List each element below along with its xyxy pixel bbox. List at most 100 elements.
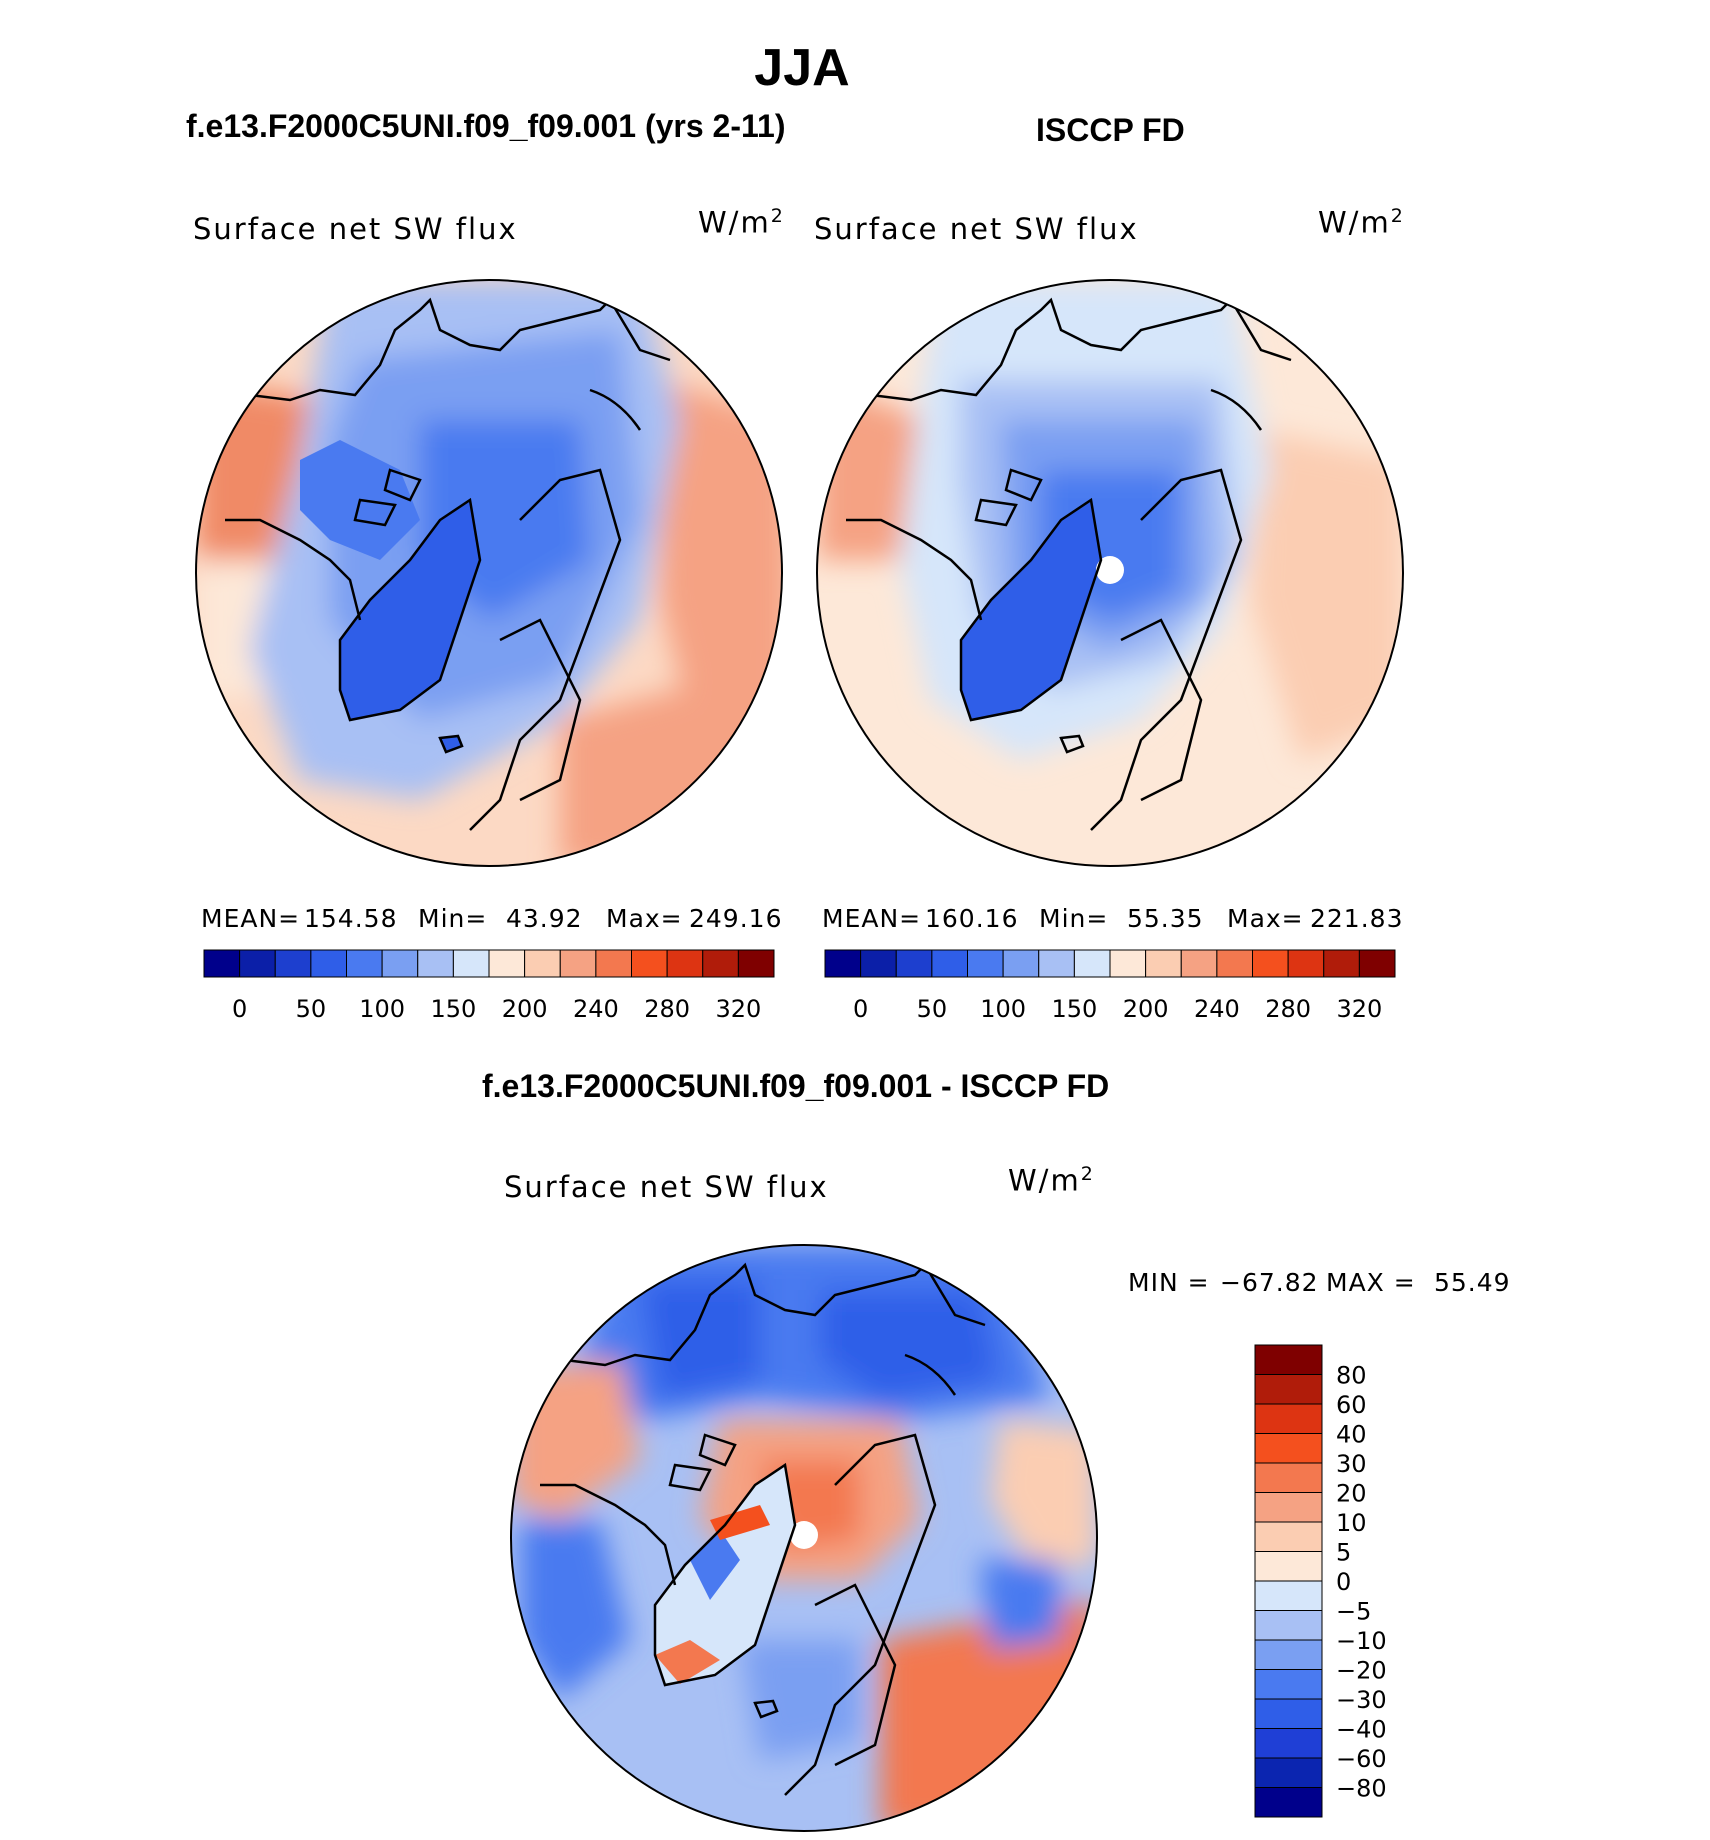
colorbar-diff-swatch	[1254, 1433, 1323, 1464]
colorbar-obs-tick-label: 0	[853, 995, 868, 1023]
colorbar-diff-swatch	[1254, 1639, 1323, 1670]
panel2-mean-label: MEAN=	[822, 904, 922, 933]
colorbar-obs-tick-label: 320	[1336, 995, 1382, 1023]
colorbar-model-swatch	[274, 949, 312, 978]
colorbar-obs-tick-label: 200	[1123, 995, 1169, 1023]
colorbar-diff-swatch	[1254, 1728, 1323, 1759]
colorbar-obs-swatch	[1180, 949, 1218, 978]
colorbar-model-tick-label: 150	[430, 995, 476, 1023]
colorbar-model-swatch	[310, 949, 347, 978]
colorbar-model-swatch	[524, 949, 561, 978]
colorbar-diff-tick-label: −20	[1336, 1657, 1387, 1685]
diff-title: f.e13.F2000C5UNI.f09_f09.001 - ISCCP FD	[482, 1068, 1110, 1104]
colorbar-model-swatch	[488, 949, 526, 978]
colorbar-diff-swatch	[1254, 1580, 1323, 1611]
colorbar-diff-tick-label: 20	[1336, 1480, 1367, 1508]
colorbar-obs-swatch	[1323, 949, 1360, 978]
diff-units: W/m2	[1008, 1163, 1095, 1198]
colorbar-obs-swatch	[1252, 949, 1289, 978]
diff-max-value: 55.49	[1434, 1268, 1511, 1297]
panel2-units: W/m2	[1318, 205, 1405, 240]
colorbar-obs-swatch	[931, 949, 968, 978]
colorbar-diff-swatch	[1254, 1787, 1323, 1818]
diff-variable-label: Surface net SW flux	[504, 1170, 829, 1204]
colorbar-diff-tick-label: −60	[1336, 1745, 1387, 1773]
map-model-field	[196, 280, 782, 866]
colorbar-model-swatch	[381, 949, 419, 978]
colorbar-diff-tick-label: −80	[1336, 1775, 1387, 1803]
colorbar-model: 0 50 100 150 200 240 280 320	[203, 949, 775, 1023]
colorbar-diff-swatch	[1254, 1757, 1323, 1788]
colorbar-obs-swatch	[967, 949, 1004, 978]
map-model-border	[195, 279, 783, 867]
colorbar-diff-swatch	[1254, 1521, 1323, 1552]
colorbar-diff-tick-label: −5	[1336, 1598, 1371, 1626]
map-diff-border	[510, 1244, 1098, 1832]
colorbar-obs-tick-label: 240	[1194, 995, 1240, 1023]
colorbar-obs-tick-label: 100	[980, 995, 1026, 1023]
panel2-max-value: 221.83	[1310, 904, 1404, 933]
colorbar-model-tick-label: 50	[296, 995, 327, 1023]
colorbar-obs-swatch	[1109, 949, 1147, 978]
panel2-max-label: Max=	[1227, 904, 1304, 933]
map-obs-field	[817, 280, 1403, 866]
panel2-min-value: 55.35	[1127, 904, 1204, 933]
colorbar-model-swatch	[239, 949, 276, 978]
diff-units-base: W/m	[1008, 1163, 1081, 1198]
colorbar-model-swatch	[559, 949, 597, 978]
colorbar-obs-tick-label: 280	[1265, 995, 1311, 1023]
colorbar-model-tick-label: 0	[232, 995, 247, 1023]
colorbar-diff-tick-label: −40	[1336, 1716, 1387, 1744]
colorbar-obs: 0 50 100 150 200 240 280 320	[824, 949, 1396, 1023]
colorbar-model-swatch	[631, 949, 668, 978]
diff-min-label: MIN =	[1128, 1268, 1210, 1297]
colorbar-model-swatch	[452, 949, 490, 978]
colorbar-obs-swatch	[860, 949, 897, 978]
colorbar-model-swatch	[203, 949, 241, 978]
colorbar-obs-swatch	[1073, 949, 1111, 978]
panel2-mean-value: 160.16	[925, 904, 1019, 933]
colorbar-model-swatch	[417, 949, 454, 978]
map-diff-coastlines	[540, 1262, 986, 1796]
colorbar-diff-swatch	[1254, 1492, 1323, 1523]
colorbar-obs-swatch	[1358, 949, 1396, 978]
diff-min-value: −67.82	[1220, 1268, 1319, 1297]
colorbar-diff-tick-label: −30	[1336, 1686, 1387, 1714]
colorbar-obs-tick-label: 50	[917, 995, 948, 1023]
colorbar-model-tick-label: 240	[573, 995, 619, 1023]
model-title: f.e13.F2000C5UNI.f09_f09.001 (yrs 2-11)	[186, 108, 786, 144]
colorbar-model-swatch	[737, 949, 775, 978]
colorbar-obs-tick-label: 150	[1051, 995, 1097, 1023]
colorbar-model-swatch	[666, 949, 704, 978]
panel1-mean-label: MEAN=	[201, 904, 301, 933]
panel2-min-label: Min=	[1039, 904, 1109, 933]
colorbar-diff-tick-label: 80	[1336, 1362, 1367, 1390]
colorbar-model-swatch	[702, 949, 739, 978]
colorbar-model-tick-label: 280	[644, 995, 690, 1023]
colorbar-obs-swatch	[824, 949, 862, 978]
colorbar-diff-tick-label: 0	[1336, 1568, 1351, 1596]
map-obs-coastlines	[846, 297, 1292, 831]
colorbar-diff-tick-label: 5	[1336, 1539, 1351, 1567]
panel1-min-label: Min=	[418, 904, 488, 933]
colorbar-model-tick-label: 100	[359, 995, 405, 1023]
colorbar-diff-swatch	[1254, 1403, 1323, 1434]
panel1-units: W/m2	[698, 205, 785, 240]
colorbar-model-tick-label: 320	[715, 995, 761, 1023]
colorbar-diff-swatch	[1254, 1344, 1323, 1375]
colorbar-diff-swatch	[1254, 1610, 1323, 1641]
colorbar-diff-swatch	[1254, 1551, 1323, 1582]
colorbar-obs-swatch	[1002, 949, 1040, 978]
panel1-variable-label: Surface net SW flux	[193, 212, 518, 246]
map-obs-border	[816, 279, 1404, 867]
map-obs	[816, 279, 1404, 867]
diff-max-label: MAX =	[1326, 1268, 1416, 1297]
colorbar-diff-swatch	[1254, 1698, 1323, 1729]
map-model-coastlines	[225, 297, 671, 831]
map-diff-field	[511, 1245, 1097, 1831]
diff-units-exp: 2	[1080, 1163, 1095, 1185]
colorbar-diff-tick-label: 60	[1336, 1391, 1367, 1419]
panel1-units-exp: 2	[770, 205, 785, 227]
